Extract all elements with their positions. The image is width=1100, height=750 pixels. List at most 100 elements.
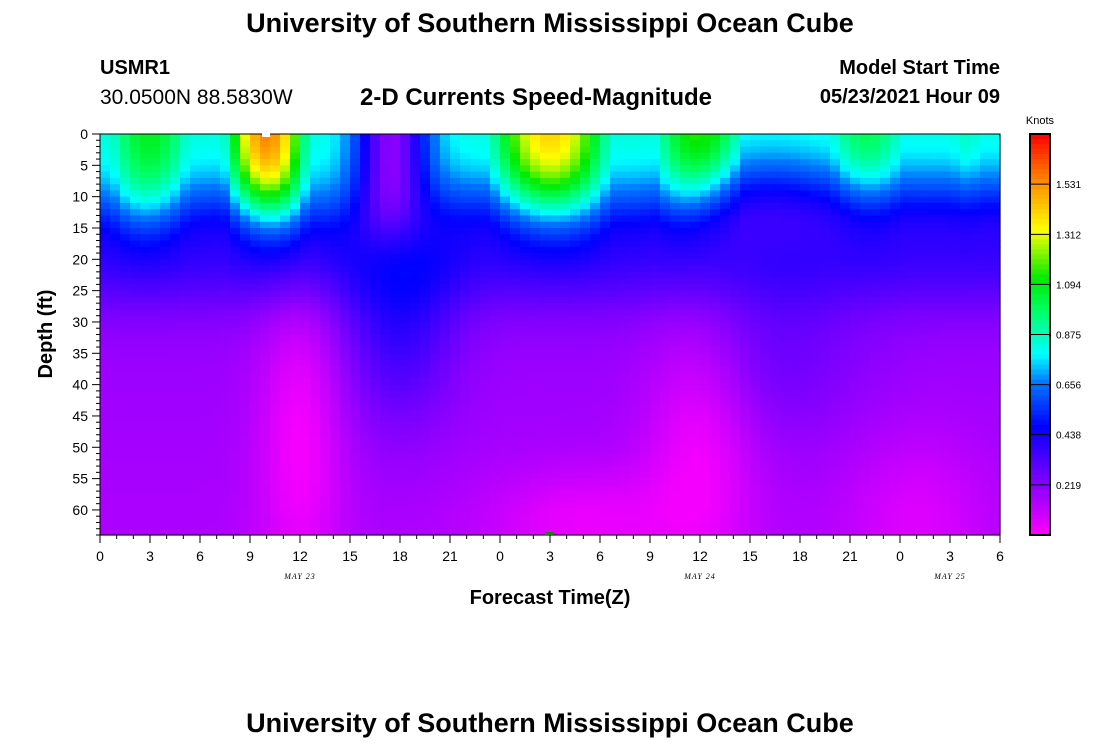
heat-cell: [150, 472, 161, 480]
heat-cell: [330, 384, 341, 392]
heat-cell: [150, 165, 161, 173]
heat-cell: [170, 234, 181, 242]
heat-cell: [750, 284, 761, 292]
heat-cell: [890, 134, 901, 141]
heat-cell: [510, 353, 521, 361]
heat-cell: [330, 134, 341, 141]
heat-cell: [150, 171, 161, 179]
heat-cell: [280, 190, 291, 198]
heat-cell: [880, 415, 891, 423]
heat-cell: [420, 259, 431, 267]
heat-cell: [480, 441, 491, 448]
heat-cell: [790, 403, 801, 411]
heat-cell: [530, 415, 541, 423]
heat-cell: [370, 184, 381, 191]
heat-cell: [800, 334, 811, 342]
heat-cell: [790, 303, 801, 311]
heat-cell: [540, 378, 551, 386]
heat-cell: [120, 190, 131, 198]
heat-cell: [160, 378, 171, 386]
heat-cell: [270, 278, 281, 285]
heat-cell: [230, 478, 241, 486]
heat-cell: [240, 290, 251, 298]
heat-cell: [330, 441, 341, 448]
heat-cell: [900, 441, 911, 448]
heat-cell: [170, 415, 181, 423]
heat-cell: [200, 303, 211, 311]
heat-cell: [790, 453, 801, 461]
heat-cell: [140, 190, 151, 198]
heat-cell: [310, 134, 321, 141]
heat-cell: [940, 378, 951, 386]
heat-cell: [760, 134, 771, 141]
heat-cell: [850, 441, 861, 448]
heat-cell: [420, 190, 431, 198]
heat-cell: [960, 459, 971, 467]
heat-cell: [820, 328, 831, 336]
heat-cell: [320, 347, 331, 354]
heat-cell: [960, 441, 971, 448]
heat-cell: [890, 453, 901, 461]
heat-cell: [650, 384, 661, 392]
heat-cell: [660, 152, 671, 160]
heat-cell: [980, 240, 991, 248]
heat-cell: [410, 428, 421, 436]
heat-cell: [600, 202, 611, 210]
heat-cell: [750, 340, 761, 348]
heat-cell: [510, 441, 521, 448]
heat-cell: [730, 240, 741, 248]
heat-cell: [370, 472, 381, 480]
heat-cell: [960, 246, 971, 254]
heat-cell: [160, 472, 171, 480]
heat-cell: [850, 240, 861, 248]
heat-cell: [430, 159, 441, 166]
heat-cell: [170, 171, 181, 179]
heat-cell: [630, 365, 641, 373]
heat-cell: [850, 403, 861, 411]
heat-cell: [740, 278, 751, 285]
heat-cell: [990, 253, 1001, 260]
heat-cell: [800, 296, 811, 304]
heat-cell: [990, 196, 1001, 204]
heat-cell: [650, 240, 661, 248]
heat-cell: [250, 271, 261, 279]
heat-cell: [640, 409, 651, 417]
heat-cell: [430, 340, 441, 348]
heat-cell: [410, 478, 421, 486]
heat-cell: [390, 184, 401, 191]
heat-cell: [450, 209, 461, 217]
heat-cell: [710, 384, 721, 392]
heat-cell: [170, 466, 181, 473]
heat-cell: [900, 259, 911, 267]
heat-cell: [120, 378, 131, 386]
heat-cell: [460, 384, 471, 392]
heat-cell: [320, 428, 331, 436]
heat-cell: [540, 459, 551, 467]
heat-cell: [880, 309, 891, 317]
heat-cell: [870, 159, 881, 166]
heat-cell: [690, 171, 701, 179]
heat-cell: [710, 246, 721, 254]
heat-cell: [660, 459, 671, 467]
heat-cell: [870, 441, 881, 448]
heat-cell: [360, 422, 371, 430]
heat-cell: [490, 278, 501, 285]
heat-cell: [760, 221, 771, 229]
heat-cell: [160, 340, 171, 348]
heat-cell: [550, 284, 561, 292]
heat-cell: [100, 290, 111, 298]
heat-cell: [850, 196, 861, 204]
heat-cell: [650, 184, 661, 191]
heat-cell: [560, 140, 571, 148]
heat-cell: [170, 140, 181, 148]
heat-cell: [310, 478, 321, 486]
heat-cell: [100, 190, 111, 198]
heat-cell: [440, 328, 451, 336]
heat-cell: [870, 152, 881, 160]
heat-cell: [250, 315, 261, 323]
heat-cell: [780, 340, 791, 348]
heat-cell: [200, 165, 211, 173]
heat-cell: [100, 202, 111, 210]
heat-cell: [820, 234, 831, 242]
heat-cell: [270, 315, 281, 323]
